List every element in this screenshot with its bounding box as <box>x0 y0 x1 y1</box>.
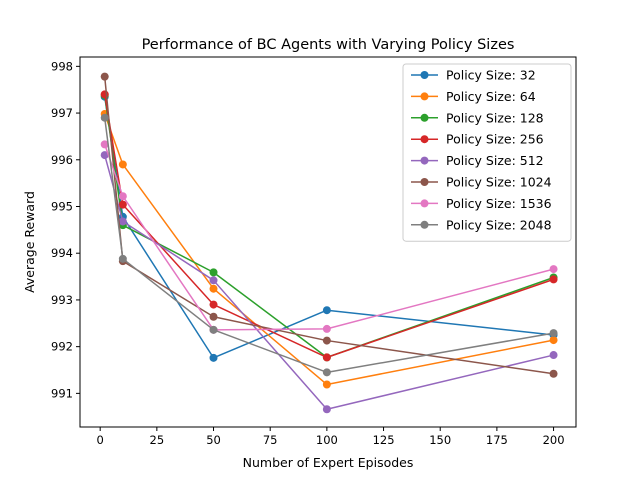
legend-label-4: Policy Size: 512 <box>446 153 544 168</box>
legend-item-7: Policy Size: 2048 <box>411 217 552 232</box>
x-tick-label-3: 75 <box>263 433 278 447</box>
legend-label-7: Policy Size: 2048 <box>446 217 552 232</box>
data-point-4-4 <box>549 351 558 360</box>
x-tick-label-8: 200 <box>543 433 565 447</box>
data-point-6-4 <box>549 265 558 274</box>
y-tick-label-0: 991 <box>51 386 73 400</box>
series-7 <box>100 113 558 377</box>
legend-marker-7 <box>420 220 429 229</box>
y-tick-label-6: 997 <box>51 106 73 120</box>
legend-item-4: Policy Size: 512 <box>411 153 544 168</box>
legend-marker-6 <box>420 199 429 208</box>
legend-item-1: Policy Size: 64 <box>411 89 536 104</box>
legend-marker-3 <box>420 135 429 144</box>
plot-frame <box>79 56 577 428</box>
legend-box <box>402 63 572 242</box>
y-tick-label-3: 994 <box>51 246 73 260</box>
legend-marker-4 <box>420 156 429 165</box>
x-tick-label-4: 100 <box>316 433 338 447</box>
legend-marker-0 <box>420 71 429 79</box>
data-point-7-1 <box>118 254 127 263</box>
data-point-3-0 <box>100 90 109 99</box>
y-tick-label-1: 992 <box>51 340 73 354</box>
data-point-5-2 <box>209 312 218 321</box>
x-tick-label-6: 150 <box>429 433 451 447</box>
data-point-2-2 <box>209 268 218 277</box>
legend-label-5: Policy Size: 1024 <box>446 175 552 190</box>
data-point-1-4 <box>549 336 558 345</box>
data-point-0-3 <box>322 306 331 315</box>
data-point-3-2 <box>209 300 218 309</box>
legend-item-5: Policy Size: 1024 <box>411 175 552 190</box>
y-tick-label-4: 995 <box>51 199 73 213</box>
data-point-1-1 <box>118 160 127 169</box>
data-point-3-4 <box>549 275 558 284</box>
legend-label-6: Policy Size: 1536 <box>446 196 552 211</box>
data-point-4-1 <box>118 217 127 226</box>
legend-item-2: Policy Size: 128 <box>411 110 544 125</box>
axis-ticks: 0 25 50 75 100 125 150 175 200 991 992 993 994 995 996… <box>51 59 564 447</box>
plot-area <box>100 72 558 414</box>
data-point-7-3 <box>322 368 331 377</box>
chart-title: Performance of BC Agents with Varying Po… <box>142 37 515 53</box>
x-tick-label-0: 0 <box>97 433 104 447</box>
legend-label-3: Policy Size: 256 <box>446 132 544 147</box>
legend-label-1: Policy Size: 64 <box>446 89 536 104</box>
legend-label-0: Policy Size: 32 <box>446 68 536 83</box>
legend-marker-1 <box>420 92 429 101</box>
data-point-5-3 <box>322 336 331 345</box>
data-point-5-4 <box>549 369 558 378</box>
y-tick-label-5: 996 <box>51 153 73 167</box>
data-point-4-0 <box>100 151 109 160</box>
x-tick-label-2: 50 <box>206 433 221 447</box>
data-point-3-3 <box>322 353 331 362</box>
data-point-4-3 <box>322 405 331 414</box>
legend-marker-2 <box>420 113 429 122</box>
data-point-0-2 <box>209 353 218 362</box>
data-point-6-3 <box>322 324 331 333</box>
x-tick-label-1: 25 <box>150 433 165 447</box>
legend-label-2: Policy Size: 128 <box>446 110 544 125</box>
legend: Policy Size: 32 Policy Size: 64 Policy Siz… <box>402 63 572 242</box>
data-point-7-4 <box>549 329 558 338</box>
x-tick-label-5: 125 <box>373 433 395 447</box>
y-tick-label-7: 998 <box>51 59 73 73</box>
x-tick-label-7: 175 <box>486 433 508 447</box>
y-tick-label-2: 993 <box>51 293 73 307</box>
data-point-1-2 <box>209 284 218 293</box>
x-axis-label: Number of Expert Episodes <box>243 455 414 470</box>
data-point-3-1 <box>118 200 127 209</box>
y-axis-label: Average Reward <box>22 191 37 293</box>
data-point-5-0 <box>100 72 109 81</box>
data-point-4-2 <box>209 276 218 285</box>
legend-item-3: Policy Size: 256 <box>411 132 544 147</box>
data-point-6-0 <box>100 140 109 149</box>
legend-marker-5 <box>420 178 429 186</box>
data-point-7-2 <box>209 325 218 334</box>
legend-item-6: Policy Size: 1536 <box>411 196 552 211</box>
data-point-6-1 <box>118 192 127 201</box>
legend-item-0: Policy Size: 32 <box>411 68 536 83</box>
data-point-7-0 <box>100 113 109 122</box>
data-point-1-3 <box>322 380 331 389</box>
